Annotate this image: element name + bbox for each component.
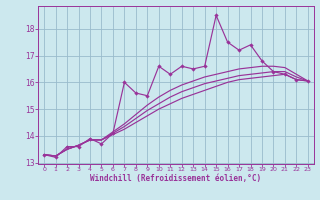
- X-axis label: Windchill (Refroidissement éolien,°C): Windchill (Refroidissement éolien,°C): [91, 174, 261, 183]
